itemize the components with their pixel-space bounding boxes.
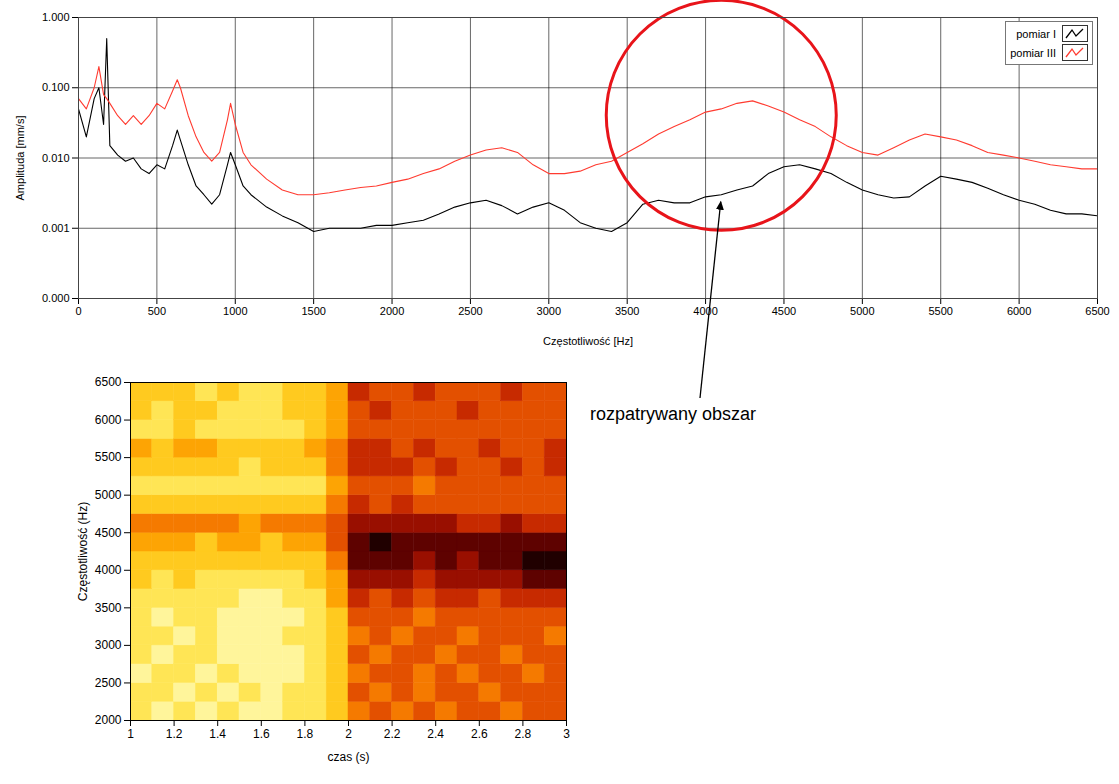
svg-text:1.2: 1.2 [166,727,183,741]
svg-text:3500: 3500 [95,601,122,615]
svg-text:4000: 4000 [95,563,122,577]
svg-text:6000: 6000 [95,413,122,427]
svg-text:2.4: 2.4 [427,727,444,741]
svg-text:1.4: 1.4 [209,727,226,741]
svg-text:1.000: 1.000 [42,11,70,23]
svg-text:2.2: 2.2 [384,727,401,741]
svg-text:2: 2 [345,727,352,741]
svg-text:5500: 5500 [95,450,122,464]
svg-text:0: 0 [75,305,81,317]
svg-text:5000: 5000 [850,305,874,317]
svg-text:1000: 1000 [223,305,247,317]
svg-text:4500: 4500 [772,305,796,317]
svg-text:0.001: 0.001 [42,222,70,234]
svg-text:Amplituda [mm/s]: Amplituda [mm/s] [14,116,26,201]
svg-text:2.8: 2.8 [515,727,532,741]
svg-text:1500: 1500 [301,305,325,317]
svg-text:0.100: 0.100 [42,81,70,93]
svg-text:1.6: 1.6 [253,727,270,741]
svg-text:2500: 2500 [458,305,482,317]
svg-text:czas (s): czas (s) [328,750,370,764]
svg-text:3500: 3500 [615,305,639,317]
svg-text:1.8: 1.8 [297,727,314,741]
html-text:pomiar I: pomiar I [1016,27,1056,40]
html-text:rozpatrywany obszar: rozpatrywany obszar [590,404,757,424]
svg-text:Częstotliwość [Hz]: Częstotliwość [Hz] [543,335,633,347]
svg-text:2.6: 2.6 [471,727,488,741]
svg-text:2000: 2000 [95,713,122,727]
svg-text:1: 1 [127,727,134,741]
svg-text:6500: 6500 [1085,305,1109,317]
svg-text:6500: 6500 [95,375,122,389]
svg-text:0.000: 0.000 [42,292,70,304]
svg-text:3000: 3000 [537,305,561,317]
svg-text:3000: 3000 [95,638,122,652]
svg-text:5000: 5000 [95,488,122,502]
svg-text:0.010: 0.010 [42,152,70,164]
svg-text:5500: 5500 [928,305,952,317]
svg-text:4500: 4500 [95,526,122,540]
svg-text:500: 500 [148,305,166,317]
svg-text:Częstotliwość (Hz): Częstotliwość (Hz) [76,502,90,601]
svg-text:3: 3 [563,727,570,741]
svg-text:2000: 2000 [380,305,404,317]
svg-text:4000: 4000 [693,305,717,317]
svg-text:2500: 2500 [95,676,122,690]
svg-text:6000: 6000 [1007,305,1031,317]
html-text:pomiar III: pomiar III [1010,46,1056,59]
